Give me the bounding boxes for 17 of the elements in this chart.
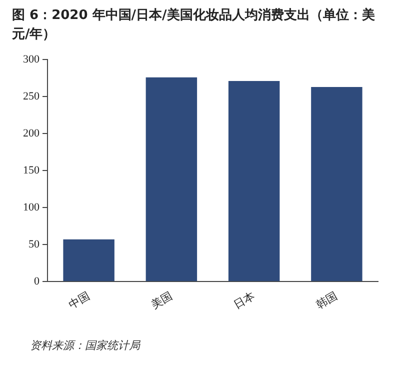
x-tick-label: 韩国: [314, 289, 340, 312]
bar: [311, 86, 362, 282]
bar: [63, 239, 114, 282]
y-tick-label: 50: [28, 238, 40, 250]
text: 资料来源：国家统计局: [30, 338, 140, 353]
chart-title: 图 6：2020 年中国/日本/美国化妆品人均消费支出（单位：美元/年）: [12, 6, 376, 44]
y-tick-label: 0: [34, 275, 40, 288]
y-tick-label: 150: [23, 164, 40, 176]
bar: [146, 77, 198, 282]
x-tick-label: 中国: [66, 289, 92, 312]
y-tick-label: 200: [23, 127, 40, 140]
y-tick-label: 100: [23, 201, 40, 214]
x-tick-label: 日本: [232, 289, 258, 312]
y-tick-label: 250: [23, 90, 40, 102]
y-tick-label: 300: [23, 53, 40, 66]
x-tick-label: 美国: [148, 289, 174, 312]
bar: [228, 81, 280, 282]
